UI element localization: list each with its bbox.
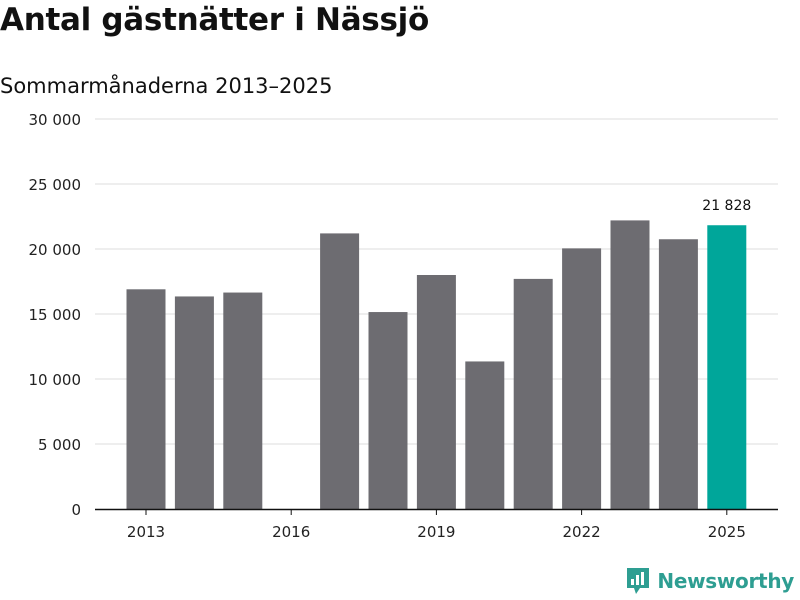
x-tick-label: 2016 (272, 523, 310, 541)
brand-logo: Newsworthy (625, 566, 794, 596)
y-tick-label: 15 000 (29, 306, 82, 324)
y-tick-label: 0 (71, 501, 81, 519)
y-tick-label: 30 000 (29, 111, 82, 129)
y-tick-label: 25 000 (29, 176, 82, 194)
y-tick-label: 10 000 (29, 371, 82, 389)
brand-name: Newsworthy (657, 569, 794, 593)
y-tick-label: 20 000 (29, 241, 82, 259)
bar-2019 (416, 275, 456, 509)
y-tick-label: 5 000 (38, 436, 81, 454)
bar-2015 (223, 292, 263, 509)
bar-2017 (320, 233, 360, 509)
x-tick-label: 2022 (563, 523, 601, 541)
chart-title: Antal gästnätter i Nässjö (0, 2, 429, 38)
chart-subtitle: Sommarmånaderna 2013–2025 (0, 74, 333, 98)
bar-2020 (465, 361, 505, 509)
bar-2025 (707, 225, 747, 509)
x-tick-label: 2013 (127, 523, 165, 541)
data-label: 21 828 (702, 198, 751, 214)
x-tick-label: 2019 (417, 523, 455, 541)
bar-2014 (174, 296, 214, 509)
bar-2018 (368, 312, 408, 509)
bar-2013 (126, 289, 166, 509)
bar-2023 (610, 220, 650, 509)
x-tick-label: 2025 (708, 523, 746, 541)
newsworthy-logo-icon (627, 568, 650, 594)
bar-2022 (562, 248, 602, 509)
bar-2024 (658, 239, 698, 509)
bar-2021 (513, 278, 553, 509)
